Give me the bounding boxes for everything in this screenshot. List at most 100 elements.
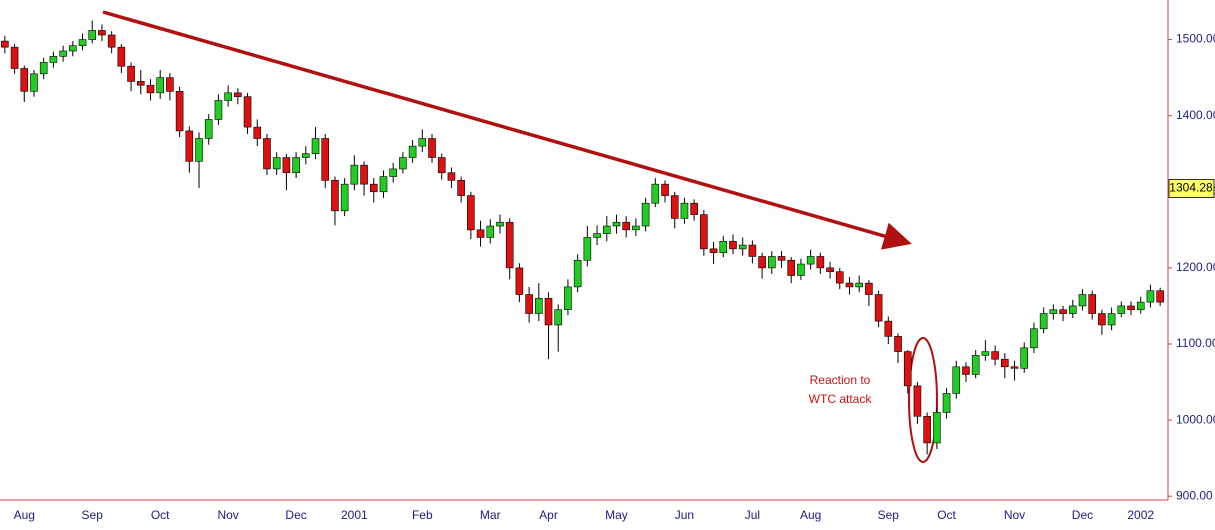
candle-body <box>1078 294 1087 307</box>
candle-body <box>1059 309 1067 314</box>
candle-body <box>127 65 135 82</box>
candle-body <box>1136 301 1145 311</box>
x-tick-label: Apr <box>539 508 558 522</box>
candle-body <box>690 202 698 215</box>
candle-body <box>1117 305 1126 314</box>
candle-body <box>39 62 48 75</box>
candle-body <box>1001 358 1009 368</box>
candle-body <box>845 282 854 288</box>
candle-body <box>78 39 87 46</box>
candle-body <box>971 355 980 375</box>
candle-body <box>535 298 543 314</box>
candle-body <box>544 298 553 326</box>
last-price-label: 1304.28 <box>1169 181 1213 195</box>
x-tick-label: Feb <box>412 508 433 522</box>
candle-body <box>476 229 485 238</box>
y-tick-label: 1200.00 <box>1176 260 1215 274</box>
candle-body <box>1146 290 1155 303</box>
candle-body <box>525 294 533 314</box>
candle-body <box>311 138 320 155</box>
candle-body <box>554 309 563 326</box>
candle-body <box>360 164 368 185</box>
candle-body <box>933 412 941 444</box>
trend-arrow <box>102 10 912 250</box>
candle-body <box>738 244 747 250</box>
candle-body <box>88 30 97 40</box>
candle-body <box>49 56 58 63</box>
candle-body <box>447 172 456 181</box>
candle-body <box>700 214 708 250</box>
candle-body <box>806 256 815 265</box>
candle-body <box>515 267 524 295</box>
x-tick-label: Mar <box>480 508 501 522</box>
x-tick-label: Aug <box>800 508 821 522</box>
annotation: Reaction to <box>810 373 871 387</box>
candle-body <box>98 30 106 36</box>
candle-body <box>748 244 757 257</box>
x-tick-label: Oct <box>937 508 956 522</box>
candle-body <box>884 320 893 337</box>
candle-body <box>573 259 582 288</box>
candle-body <box>874 294 883 322</box>
candle-body <box>709 248 718 253</box>
candle-body <box>321 138 330 181</box>
candle-body <box>156 77 164 94</box>
candle-body <box>719 240 728 253</box>
annotation: WTC attack <box>809 392 873 406</box>
candle-body <box>1010 366 1019 369</box>
candle-body <box>797 263 805 276</box>
candle-body <box>1030 328 1038 349</box>
candle-body <box>583 237 592 261</box>
candle-body <box>602 225 611 234</box>
candle-body <box>903 351 912 387</box>
candle-body <box>175 91 184 132</box>
candle-body <box>1 40 9 48</box>
candle-body <box>1098 313 1106 326</box>
candle-body <box>467 195 475 231</box>
candle-body <box>437 157 446 174</box>
candle-body <box>1107 313 1116 326</box>
candle-body <box>253 126 262 139</box>
x-tick-label: Oct <box>151 508 170 522</box>
x-tick-label: Nov <box>1004 508 1025 522</box>
candle-body <box>622 221 630 231</box>
candle-body <box>962 366 970 375</box>
candle-body <box>331 180 339 212</box>
candle-body <box>418 138 427 147</box>
candle-body <box>10 46 19 69</box>
x-tick-label: Aug <box>14 508 35 522</box>
candle-body <box>1088 294 1096 314</box>
candle-body <box>1068 305 1077 314</box>
candle-body <box>263 138 271 170</box>
candle-body <box>981 351 990 356</box>
candle-body <box>243 96 252 128</box>
candle-body <box>612 221 621 227</box>
candle-body <box>369 183 378 193</box>
candle-body <box>1049 309 1058 314</box>
y-tick-label: 1400.00 <box>1176 108 1215 122</box>
candle-body <box>826 267 834 272</box>
x-tick-label: Nov <box>217 508 238 522</box>
candle-body <box>593 233 601 238</box>
candle-body <box>632 225 640 231</box>
last-price-box <box>1168 179 1215 198</box>
candle-body <box>894 336 902 352</box>
candle-body <box>952 366 961 394</box>
candle-body <box>292 157 300 174</box>
candle-body <box>680 202 689 219</box>
candle-body <box>20 68 29 92</box>
x-tick-label: 2002 <box>1127 508 1154 522</box>
candle-body <box>136 81 145 86</box>
x-tick-label: May <box>605 508 628 522</box>
x-tick-label: 2001 <box>341 508 368 522</box>
candle-body <box>486 225 495 238</box>
y-tick-label: 1100.00 <box>1176 336 1215 350</box>
y-tick-label: 1000.00 <box>1176 412 1215 426</box>
x-tick-label: Dec <box>1072 508 1093 522</box>
candle-body <box>457 180 465 196</box>
candle-body <box>942 393 951 413</box>
x-tick-label: Dec <box>285 508 306 522</box>
x-tick-label: Sep <box>82 508 104 522</box>
